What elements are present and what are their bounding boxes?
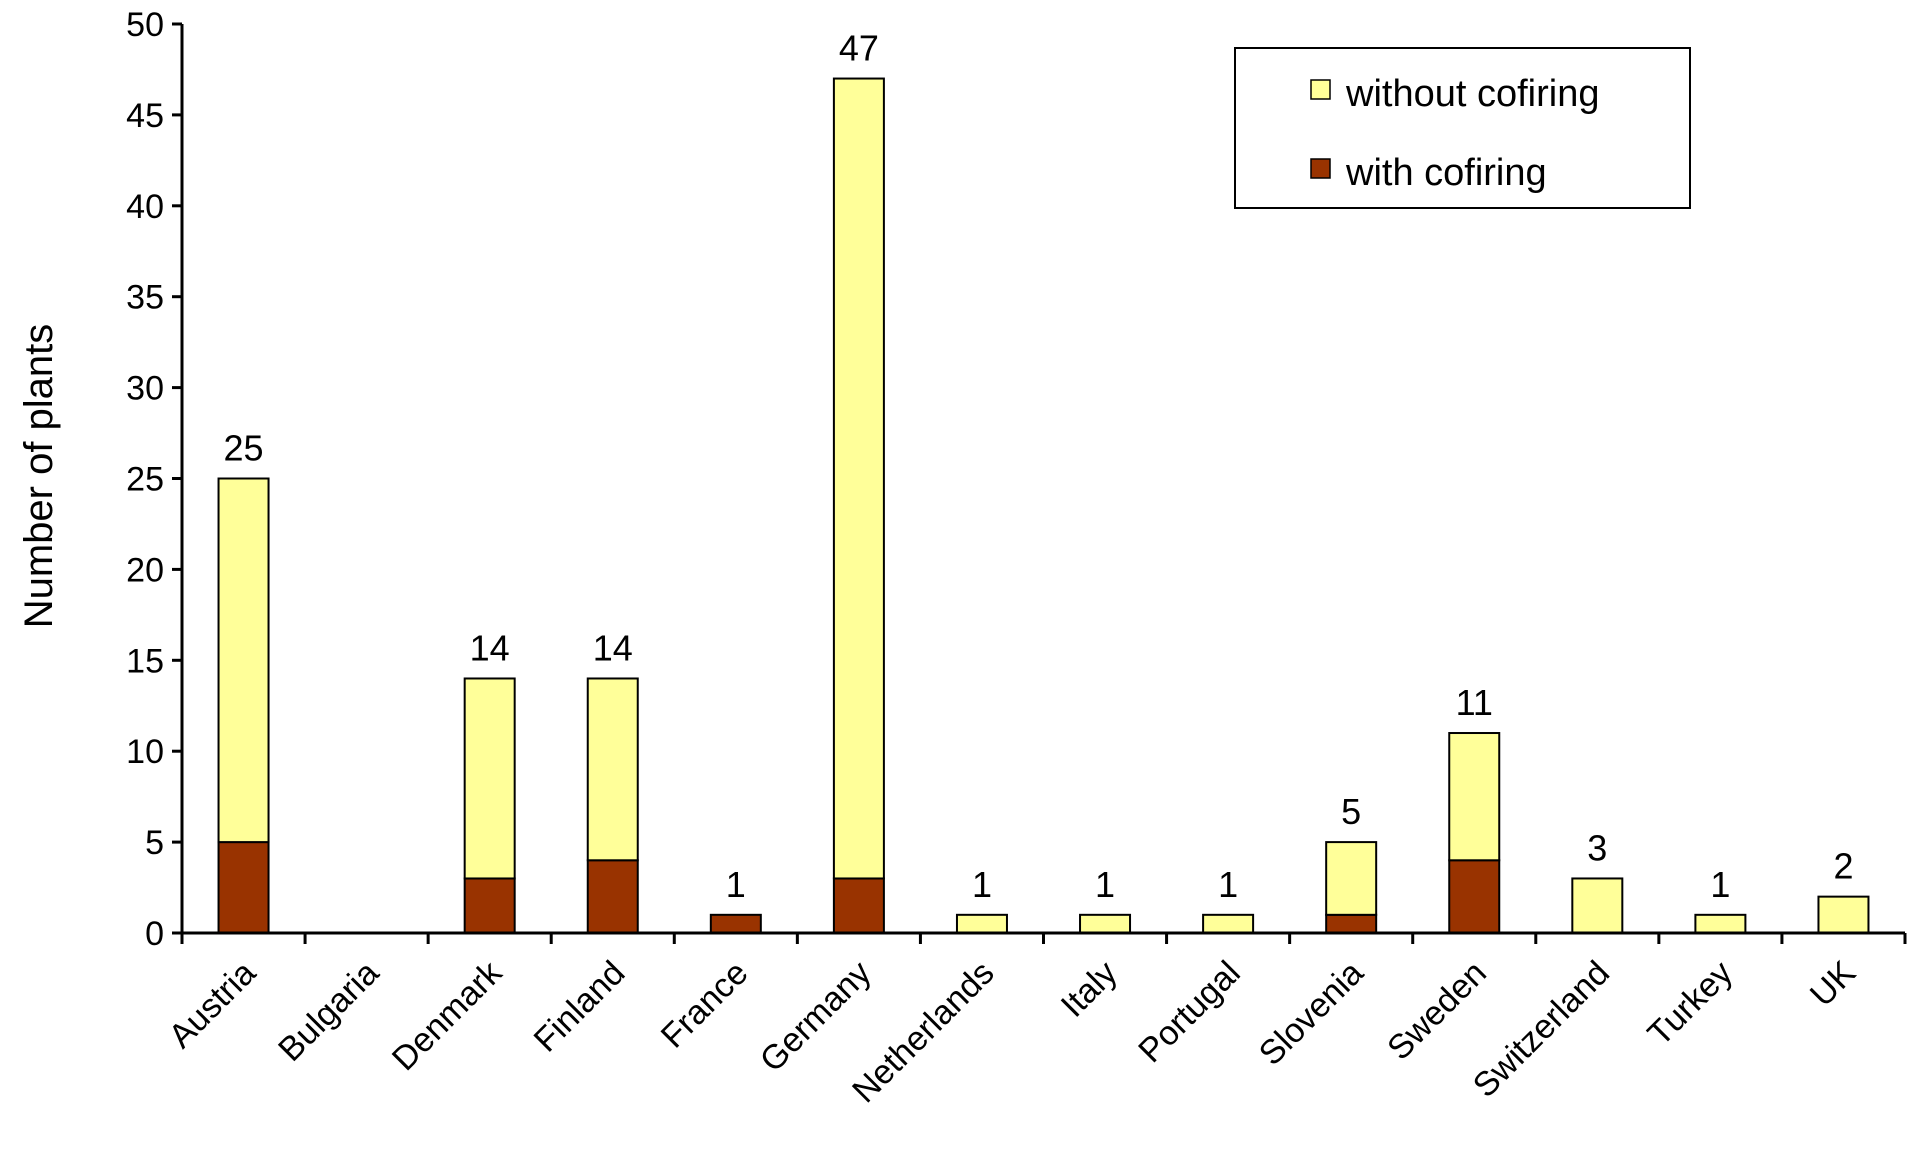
x-tick-label-uk: UK xyxy=(1803,954,1863,1014)
legend: without cofiring with cofiring xyxy=(1234,47,1691,209)
bar-sweden-with-cofiring xyxy=(1448,859,1501,935)
bar-france-with-cofiring xyxy=(709,913,762,935)
x-tick-label-portugal: Portugal xyxy=(1131,954,1247,1070)
total-label-switzerland: 3 xyxy=(1587,827,1607,868)
bar-slovenia-without-cofiring xyxy=(1325,841,1378,916)
axes-group xyxy=(172,22,1907,944)
x-tick-label-france: France xyxy=(654,954,756,1056)
bar-denmark-without-cofiring xyxy=(463,677,516,880)
x-tick-label-finland: Finland xyxy=(527,954,633,1060)
bar-germany-with-cofiring xyxy=(832,877,885,935)
bar-austria-with-cofiring xyxy=(217,841,270,934)
y-tick-label: 50 xyxy=(126,6,164,44)
y-tick-label: 40 xyxy=(126,188,164,226)
bar-uk-without-cofiring xyxy=(1817,895,1870,935)
total-label-portugal: 1 xyxy=(1218,864,1238,905)
bar-turkey-without-cofiring xyxy=(1694,913,1747,935)
x-tick-label-bulgaria: Bulgaria xyxy=(271,954,386,1069)
bar-denmark-with-cofiring xyxy=(463,877,516,935)
x-tick-label-austria: Austria xyxy=(161,954,263,1056)
total-label-italy: 1 xyxy=(1095,864,1115,905)
total-label-slovenia: 5 xyxy=(1341,791,1361,832)
x-tick-label-sweden: Sweden xyxy=(1380,954,1494,1068)
y-tick-label: 30 xyxy=(126,370,164,408)
total-label-finland: 14 xyxy=(593,627,633,668)
legend-swatch-with-cofiring xyxy=(1310,158,1331,179)
x-tick-label-italy: Italy xyxy=(1054,954,1125,1025)
bar-netherlands-without-cofiring xyxy=(955,913,1008,935)
bar-slovenia-with-cofiring xyxy=(1325,913,1378,935)
bar-italy-without-cofiring xyxy=(1079,913,1132,935)
y-tick-label: 15 xyxy=(126,642,164,680)
bar-finland-without-cofiring xyxy=(586,677,639,862)
x-tick-label-turkey: Turkey xyxy=(1641,954,1740,1053)
y-tick-label: 0 xyxy=(145,915,164,953)
total-label-netherlands: 1 xyxy=(972,864,992,905)
y-tick-label: 45 xyxy=(126,97,164,135)
bar-germany-without-cofiring xyxy=(832,77,885,880)
x-tick-label-germany: Germany xyxy=(753,954,879,1080)
bar-austria-without-cofiring xyxy=(217,477,270,844)
y-tick-label: 10 xyxy=(126,733,164,771)
bar-switzerland-without-cofiring xyxy=(1571,877,1624,935)
bar-portugal-without-cofiring xyxy=(1202,913,1255,935)
total-label-sweden: 11 xyxy=(1456,682,1493,723)
y-tick-label: 25 xyxy=(126,461,164,499)
x-tick-label-slovenia: Slovenia xyxy=(1252,954,1371,1073)
total-label-uk: 2 xyxy=(1833,846,1853,887)
bar-finland-with-cofiring xyxy=(586,859,639,935)
bars-group xyxy=(217,77,1870,935)
legend-box xyxy=(1234,47,1691,209)
total-label-france: 1 xyxy=(726,864,746,905)
legend-label-without-cofiring: without cofiring xyxy=(1345,73,1599,115)
legend-label-with-cofiring: with cofiring xyxy=(1345,152,1547,194)
y-tick-label: 5 xyxy=(145,824,164,862)
legend-swatch-without-cofiring xyxy=(1310,79,1331,100)
bar-sweden-without-cofiring xyxy=(1448,732,1501,862)
total-label-austria: 25 xyxy=(224,428,264,469)
total-label-turkey: 1 xyxy=(1710,864,1730,905)
y-axis-label: Number of plants xyxy=(17,324,61,629)
x-tick-label-denmark: Denmark xyxy=(385,953,510,1078)
total-label-germany: 47 xyxy=(839,28,879,69)
total-label-denmark: 14 xyxy=(470,627,510,668)
y-tick-label: 20 xyxy=(126,551,164,589)
y-tick-label: 35 xyxy=(126,279,164,317)
